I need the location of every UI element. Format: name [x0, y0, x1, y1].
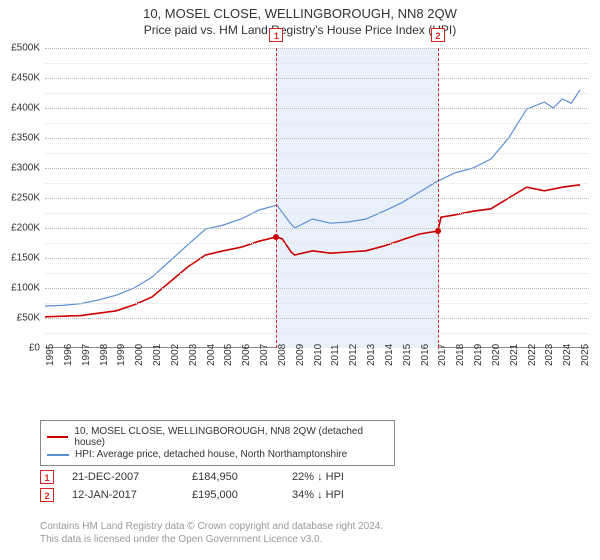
- chart: £0£50K£100K£150K£200K£250K£300K£350K£400…: [45, 48, 589, 380]
- footer: Contains HM Land Registry data © Crown c…: [40, 520, 590, 546]
- x-tick-label: 1998: [99, 344, 110, 366]
- x-tick-label: 2012: [348, 344, 359, 366]
- minor-gridline: [45, 93, 589, 94]
- y-tick-label: £250K: [0, 193, 40, 204]
- sale-date-1: 21-DEC-2007: [72, 471, 192, 483]
- sale-vline: [276, 48, 277, 348]
- x-tick-label: 1995: [45, 344, 56, 366]
- sale-dot: [435, 228, 441, 234]
- y-tick-label: £400K: [0, 103, 40, 114]
- gridline: [45, 108, 589, 109]
- minor-gridline: [45, 273, 589, 274]
- sale-date-2: 12-JAN-2017: [72, 489, 192, 501]
- x-tick-label: 2008: [277, 344, 288, 366]
- minor-gridline: [45, 63, 589, 64]
- y-tick-label: £350K: [0, 133, 40, 144]
- x-tick-label: 2015: [402, 344, 413, 366]
- x-tick-label: 2021: [509, 344, 520, 366]
- x-tick-label: 2001: [152, 344, 163, 366]
- legend-label-hpi: HPI: Average price, detached house, Nort…: [75, 449, 347, 460]
- x-tick-label: 2003: [188, 344, 199, 366]
- chart-container: 10, MOSEL CLOSE, WELLINGBOROUGH, NN8 2QW…: [0, 0, 600, 560]
- gridline: [45, 228, 589, 229]
- gridline: [45, 198, 589, 199]
- x-tick-label: 2020: [491, 344, 502, 366]
- y-tick-label: £150K: [0, 253, 40, 264]
- sale-row-2: 2 12-JAN-2017 £195,000 34% ↓ HPI: [40, 488, 392, 502]
- y-tick-label: £450K: [0, 73, 40, 84]
- minor-gridline: [45, 123, 589, 124]
- title-main: 10, MOSEL CLOSE, WELLINGBOROUGH, NN8 2QW: [0, 6, 600, 21]
- plot-area: £0£50K£100K£150K£200K£250K£300K£350K£400…: [45, 48, 589, 348]
- minor-gridline: [45, 153, 589, 154]
- x-tick-label: 2009: [295, 344, 306, 366]
- legend-swatch-property: [47, 436, 68, 438]
- y-tick-label: £100K: [0, 283, 40, 294]
- y-tick-label: £50K: [0, 313, 40, 324]
- x-tick-label: 2013: [366, 344, 377, 366]
- minor-gridline: [45, 243, 589, 244]
- gridline: [45, 48, 589, 49]
- gridline: [45, 168, 589, 169]
- y-tick-label: £500K: [0, 43, 40, 54]
- y-tick-label: £200K: [0, 223, 40, 234]
- x-tick-label: 2005: [223, 344, 234, 366]
- minor-gridline: [45, 183, 589, 184]
- legend-row-property: 10, MOSEL CLOSE, WELLINGBOROUGH, NN8 2QW…: [47, 426, 388, 448]
- x-tick-label: 2007: [259, 344, 270, 366]
- gridline: [45, 288, 589, 289]
- minor-gridline: [45, 333, 589, 334]
- sale-price-2: £195,000: [192, 489, 292, 501]
- gridline: [45, 258, 589, 259]
- x-tick-label: 2019: [473, 344, 484, 366]
- sale-diff-1: 22% ↓ HPI: [292, 471, 392, 483]
- x-tick-label: 2017: [437, 344, 448, 366]
- minor-gridline: [45, 213, 589, 214]
- sales-table: 1 21-DEC-2007 £184,950 22% ↓ HPI 2 12-JA…: [40, 466, 392, 506]
- y-tick-label: £300K: [0, 163, 40, 174]
- sale-price-1: £184,950: [192, 471, 292, 483]
- title-sub: Price paid vs. HM Land Registry's House …: [0, 23, 600, 37]
- x-tick-label: 2016: [420, 344, 431, 366]
- sale-diff-2: 34% ↓ HPI: [292, 489, 392, 501]
- x-tick-label: 2000: [134, 344, 145, 366]
- x-tick-label: 2022: [527, 344, 538, 366]
- property-line: [45, 185, 580, 317]
- x-tick-label: 2004: [206, 344, 217, 366]
- x-tick-label: 2018: [455, 344, 466, 366]
- gridline: [45, 138, 589, 139]
- sale-marker-box: 1: [269, 28, 283, 42]
- x-tick-label: 2014: [384, 344, 395, 366]
- x-tick-label: 2011: [330, 344, 341, 366]
- gridline: [45, 78, 589, 79]
- legend-label-property: 10, MOSEL CLOSE, WELLINGBOROUGH, NN8 2QW…: [74, 426, 388, 448]
- titles: 10, MOSEL CLOSE, WELLINGBOROUGH, NN8 2QW…: [0, 0, 600, 37]
- x-tick-label: 1997: [81, 344, 92, 366]
- minor-gridline: [45, 303, 589, 304]
- x-tick-label: 2024: [562, 344, 573, 366]
- x-tick-label: 1996: [63, 344, 74, 366]
- x-tick-label: 2002: [170, 344, 181, 366]
- sale-marker-1: 1: [40, 470, 54, 484]
- legend-swatch-hpi: [47, 454, 69, 456]
- x-tick-label: 2006: [241, 344, 252, 366]
- sale-vline: [438, 48, 439, 348]
- gridline: [45, 318, 589, 319]
- x-tick-label: 1999: [116, 344, 127, 366]
- sale-marker-2: 2: [40, 488, 54, 502]
- footer-line-1: Contains HM Land Registry data © Crown c…: [40, 520, 590, 533]
- y-tick-label: £0: [0, 343, 40, 354]
- sale-row-1: 1 21-DEC-2007 £184,950 22% ↓ HPI: [40, 470, 392, 484]
- x-tick-label: 2010: [313, 344, 324, 366]
- footer-line-2: This data is licensed under the Open Gov…: [40, 533, 590, 546]
- x-tick-label: 2025: [580, 344, 591, 366]
- legend: 10, MOSEL CLOSE, WELLINGBOROUGH, NN8 2QW…: [40, 420, 395, 466]
- legend-row-hpi: HPI: Average price, detached house, Nort…: [47, 449, 388, 460]
- x-tick-label: 2023: [544, 344, 555, 366]
- sale-dot: [273, 234, 279, 240]
- sale-marker-box: 2: [431, 28, 445, 42]
